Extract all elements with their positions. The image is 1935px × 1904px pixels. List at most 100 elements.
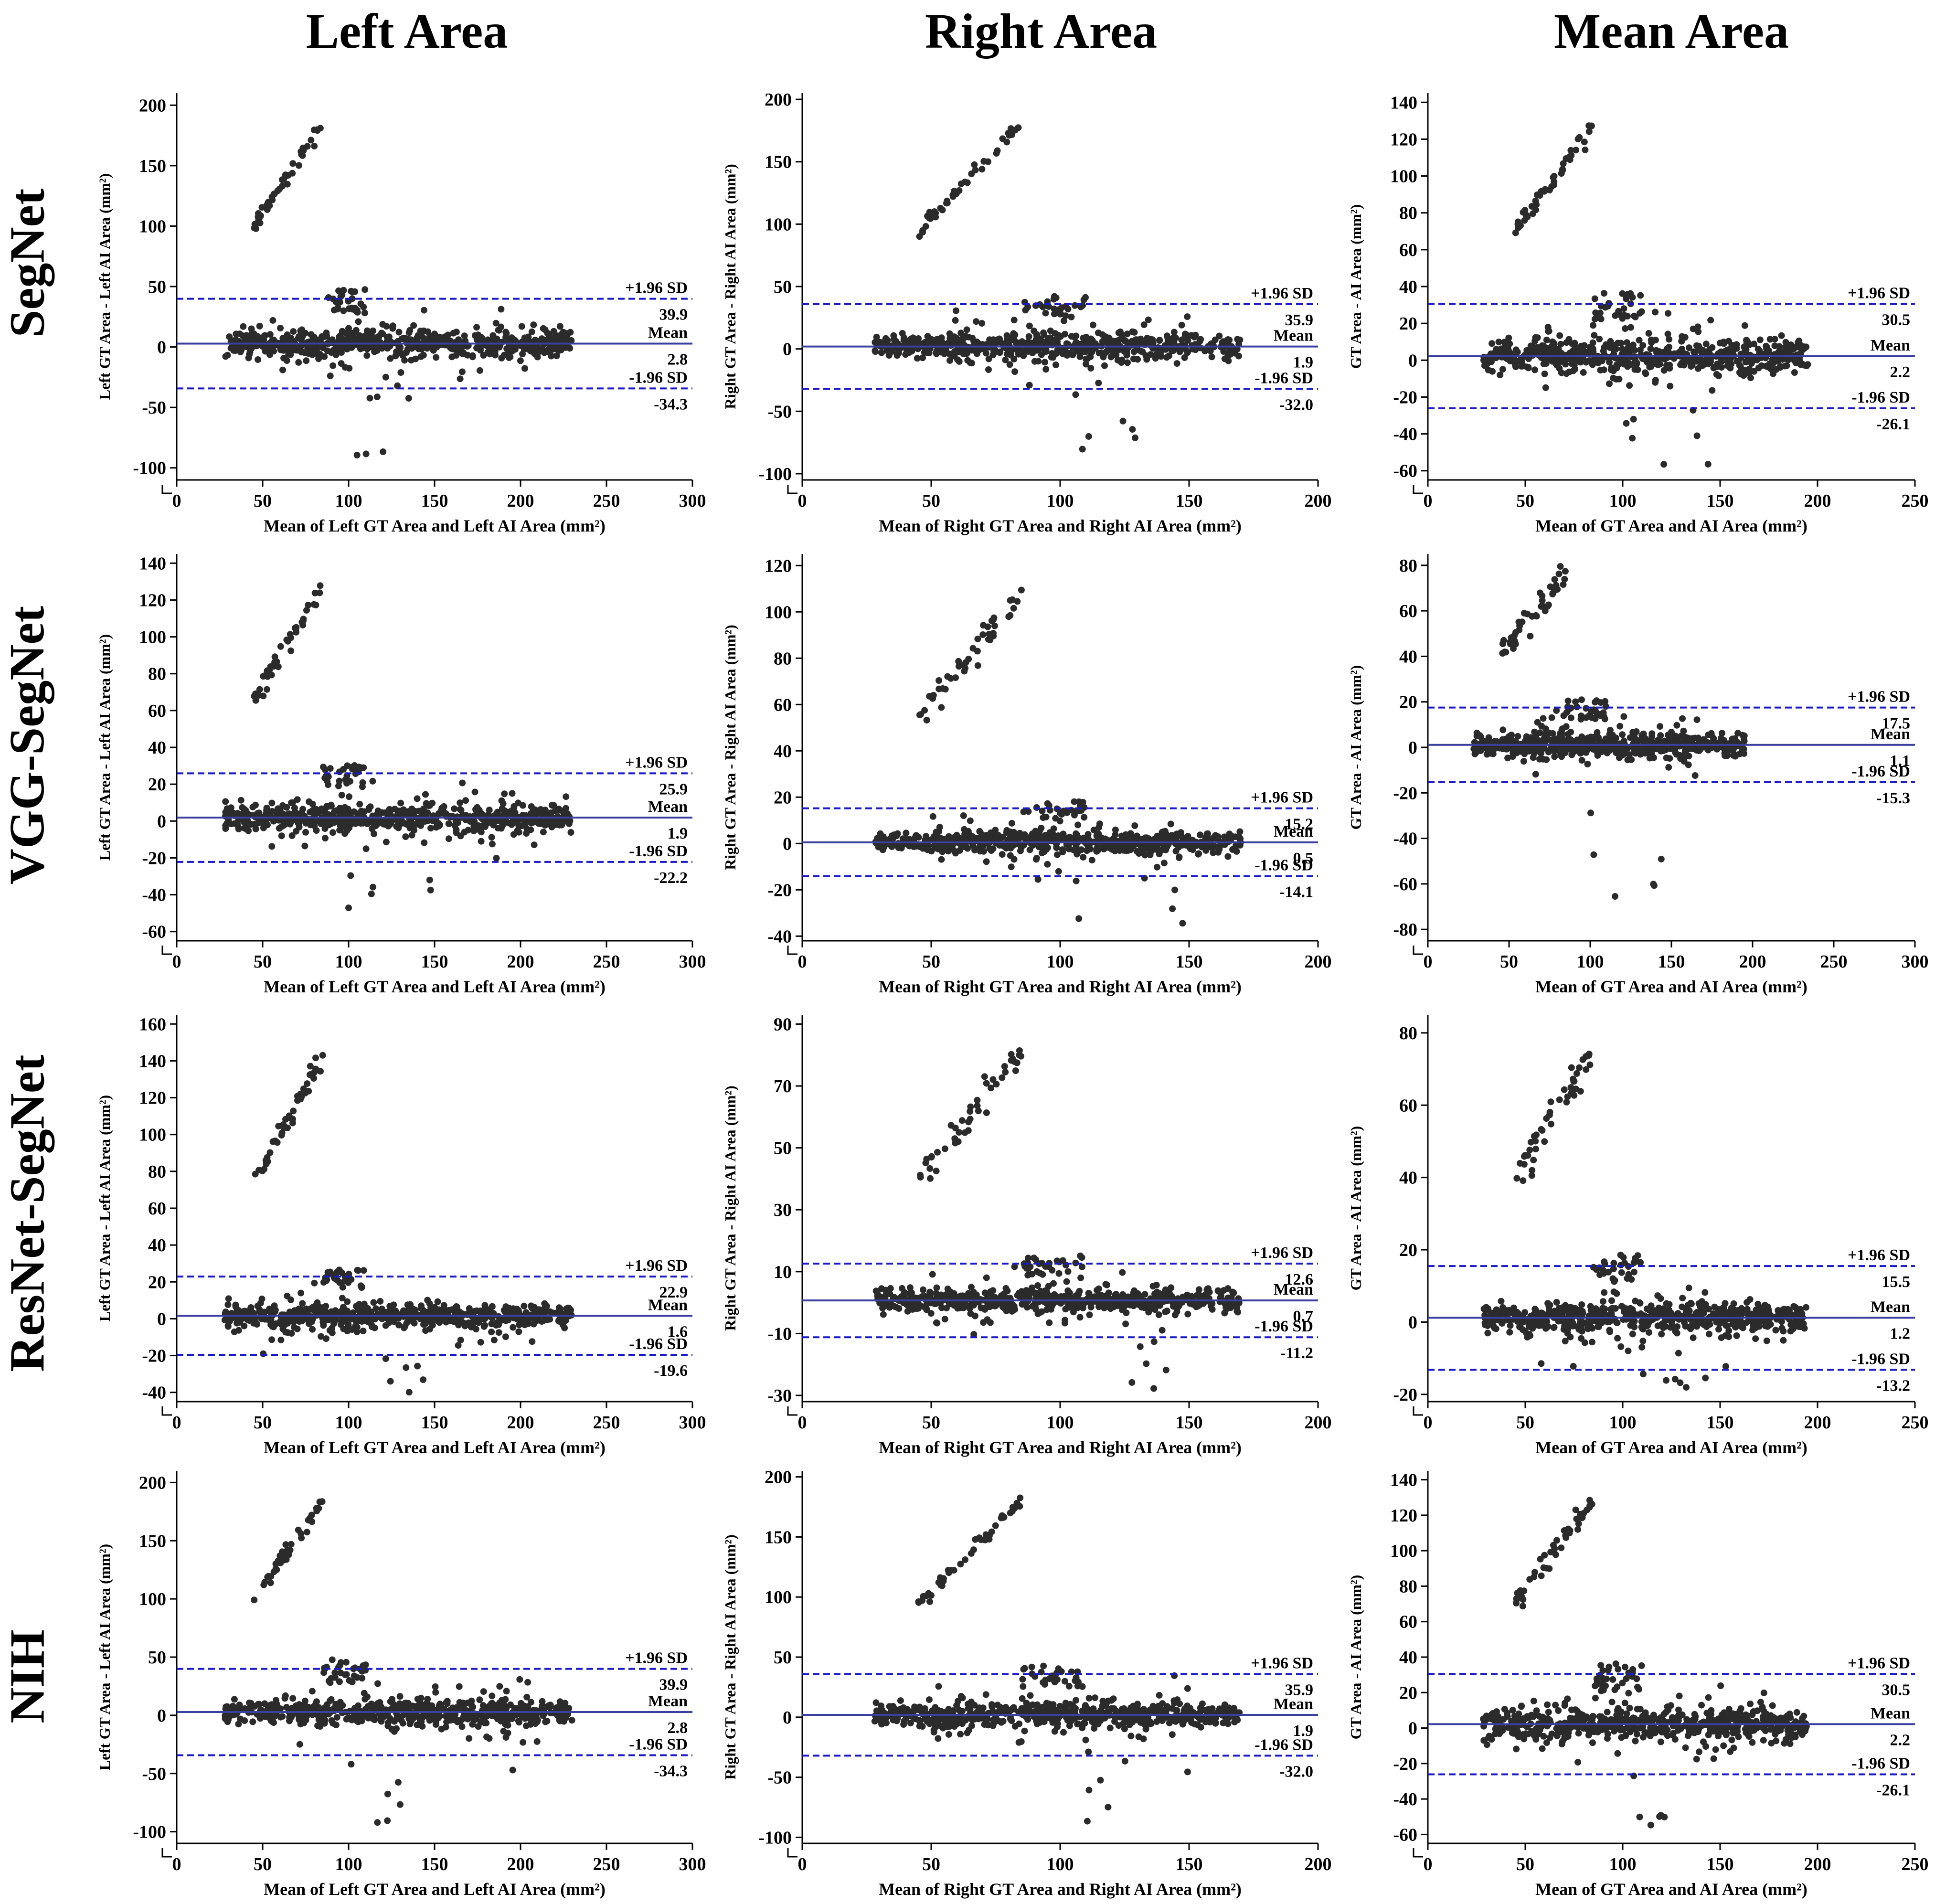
- y-tick-label: -20: [1393, 783, 1417, 803]
- data-point: [1613, 749, 1620, 756]
- data-point: [1521, 217, 1528, 224]
- data-point: [1008, 863, 1015, 871]
- data-point: [1517, 744, 1524, 751]
- row-title-segnet: SegNet: [0, 86, 55, 439]
- data-point: [312, 601, 319, 608]
- data-point: [1566, 368, 1573, 375]
- data-point: [1221, 833, 1228, 840]
- y-tick-label: -20: [142, 1346, 166, 1366]
- data-point: [241, 1322, 248, 1330]
- data-point: [961, 843, 968, 851]
- data-point: [974, 636, 981, 642]
- data-point: [1080, 296, 1087, 303]
- y-tick-label: 100: [139, 1125, 166, 1145]
- data-point: [242, 336, 249, 343]
- data-point: [1620, 305, 1627, 312]
- data-point: [971, 161, 978, 168]
- data-point: [877, 830, 884, 837]
- y-tick-label: -20: [767, 880, 792, 900]
- y-tick-label: 20: [148, 775, 166, 795]
- data-point: [1619, 290, 1626, 297]
- data-point: [1514, 733, 1521, 740]
- data-point: [915, 335, 922, 342]
- y-tick-label: 40: [1399, 647, 1417, 667]
- data-point: [1100, 844, 1106, 851]
- data-point: [956, 358, 963, 365]
- data-point: [1562, 568, 1569, 575]
- data-point: [558, 336, 565, 343]
- data-point: [1633, 737, 1640, 744]
- data-point: [985, 355, 992, 362]
- data-point: [1571, 340, 1578, 347]
- data-point: [1610, 367, 1617, 374]
- data-point: [1679, 753, 1686, 760]
- data-point: [552, 808, 559, 814]
- data-point: [1580, 369, 1587, 376]
- y-tick-label: -60: [1393, 461, 1417, 481]
- data-point: [982, 350, 989, 357]
- y-tick-label: 140: [139, 553, 166, 574]
- data-point: [425, 802, 432, 809]
- data-point: [1567, 714, 1574, 722]
- data-point: [309, 800, 316, 808]
- data-point: [252, 690, 259, 697]
- data-point: [1026, 322, 1033, 330]
- axis-corner-mark: [1413, 946, 1423, 955]
- data-point: [1497, 372, 1504, 379]
- data-point: [478, 829, 485, 836]
- data-point: [1726, 358, 1733, 365]
- data-point: [1163, 354, 1170, 361]
- data-point: [1084, 355, 1091, 362]
- data-point: [480, 337, 487, 344]
- data-point: [391, 1318, 397, 1325]
- x-axis-label: Mean of GT Area and AI Area (mm²): [1535, 516, 1807, 535]
- data-point: [419, 810, 426, 817]
- data-point: [978, 166, 986, 173]
- data-point: [1601, 290, 1607, 297]
- data-point: [291, 804, 298, 811]
- y-tick-label: 60: [148, 1199, 166, 1219]
- row-title-resnet-segnet: ResNet-SegNet: [0, 1003, 55, 1423]
- data-point: [266, 1305, 273, 1312]
- data-point: [1060, 317, 1067, 324]
- data-point: [488, 834, 495, 841]
- data-point: [1521, 750, 1528, 757]
- data-point: [1541, 370, 1548, 377]
- data-point: [401, 357, 408, 364]
- upper-limit-value: 17.5: [1882, 715, 1911, 733]
- x-tick-label: 200: [507, 491, 534, 511]
- data-point: [1613, 376, 1620, 383]
- data-point: [1090, 827, 1097, 834]
- data-point: [469, 353, 476, 361]
- x-tick-label: 50: [1516, 491, 1534, 511]
- data-point: [1688, 363, 1695, 370]
- x-axis-label: Mean of Left GT Area and Left AI Area (m…: [264, 516, 606, 535]
- data-point: [1642, 370, 1649, 377]
- data-point: [1147, 338, 1154, 345]
- row-title-resnet-segnet-text: ResNet-SegNet: [0, 1054, 55, 1372]
- data-point: [1071, 798, 1078, 805]
- data-point: [1006, 132, 1012, 139]
- data-point: [268, 799, 276, 807]
- data-point: [1046, 829, 1053, 836]
- data-point: [1154, 863, 1160, 871]
- column-title-left-area: Left Area: [306, 4, 508, 59]
- data-point: [1745, 370, 1753, 377]
- y-tick-label: -100: [758, 464, 792, 484]
- lower-limit-value: -32.0: [1279, 396, 1313, 414]
- data-point: [270, 663, 277, 670]
- data-point: [222, 798, 229, 805]
- data-point: [1568, 152, 1575, 159]
- y-tick-label: 60: [148, 701, 166, 721]
- data-point: [412, 355, 419, 362]
- data-point: [1551, 181, 1558, 189]
- data-point: [360, 1328, 367, 1335]
- data-point: [455, 336, 462, 343]
- data-point: [1517, 357, 1524, 364]
- data-point: [1722, 752, 1728, 759]
- data-point: [1036, 828, 1043, 835]
- data-point: [360, 303, 367, 310]
- data-point: [1523, 347, 1531, 354]
- data-point: [902, 351, 909, 358]
- data-point: [1591, 316, 1598, 323]
